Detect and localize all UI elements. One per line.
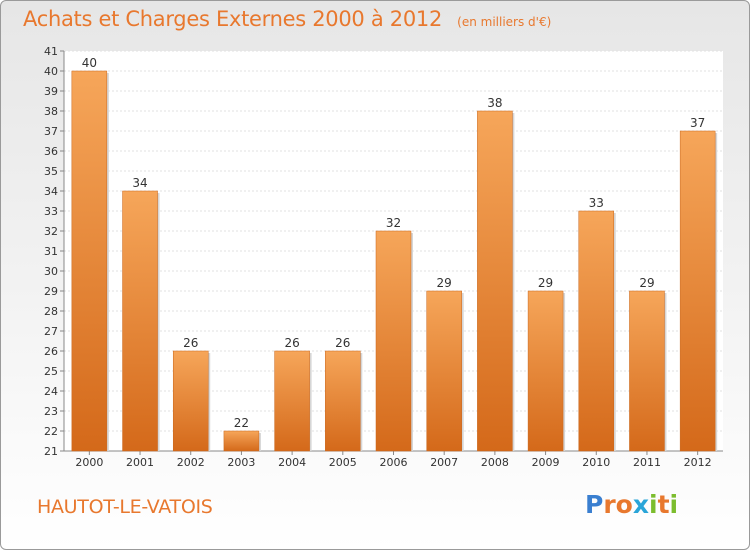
commune-name: HAUTOT-LE-VATOIS: [37, 496, 213, 518]
data-label: 32: [386, 216, 401, 230]
x-tick-label: 2004: [278, 456, 306, 469]
data-label: 26: [284, 336, 299, 350]
bar-2004: [274, 350, 310, 452]
data-label: 29: [538, 276, 553, 290]
logo-letter: P: [585, 490, 604, 519]
data-label: 26: [335, 336, 350, 350]
bar-2010: [578, 210, 615, 452]
x-tick-label: 2006: [380, 456, 408, 469]
chart-title: Achats et Charges Externes 2000 à 2012: [23, 7, 443, 31]
logo-letter: o: [615, 490, 633, 519]
x-tick-label: 2002: [177, 456, 205, 469]
x-tick-label: 2007: [430, 456, 458, 469]
chart-title-block: Achats et Charges Externes 2000 à 2012 (…: [23, 7, 551, 31]
bar-2006: [375, 230, 412, 452]
y-tick-label: 21: [44, 445, 58, 458]
bar-2012: [679, 130, 716, 452]
bar-2005: [325, 350, 361, 452]
logo-letter: i: [649, 490, 658, 519]
chart-subtitle: (en milliers d'€): [457, 15, 552, 29]
y-tick-label: 38: [44, 105, 58, 118]
x-tick-label: 2008: [481, 456, 509, 469]
bar-2001: [122, 190, 158, 452]
x-tick-label: 2001: [126, 456, 154, 469]
y-tick-label: 40: [44, 65, 58, 78]
data-label: 29: [437, 276, 452, 290]
y-tick-label: 29: [44, 285, 58, 298]
logo-letter: i: [669, 490, 679, 519]
bar-2009: [527, 290, 564, 452]
x-tick-label: 2005: [329, 456, 357, 469]
y-tick-label: 33: [44, 205, 58, 218]
data-label: 38: [487, 96, 502, 110]
y-tick-label: 35: [44, 165, 58, 178]
bars: [71, 70, 718, 452]
data-label: 22: [234, 416, 249, 430]
proxiti-logo: Proxiti: [585, 490, 678, 519]
y-tick-label: 26: [44, 345, 58, 358]
data-label: 29: [639, 276, 654, 290]
x-tick-label: 2010: [582, 456, 610, 469]
bar-2008: [477, 110, 513, 452]
logo-letter: x: [632, 490, 649, 519]
data-label: 34: [132, 176, 147, 190]
y-tick-label: 30: [44, 265, 58, 278]
x-tick-label: 2003: [227, 456, 255, 469]
data-labels: 40 34 26 22 26 26 32 29 38 29 33 29 37: [82, 56, 706, 430]
x-tick-label: 2011: [633, 456, 661, 469]
data-label: 26: [183, 336, 198, 350]
data-label: 37: [690, 116, 705, 130]
axes: 21 22 23 24 25 26 27 28 29 30 31 32 33 34 35 36 37 38 39 40…: [44, 45, 723, 469]
y-tick-label: 25: [44, 365, 58, 378]
data-label: 40: [82, 56, 97, 70]
y-tick-label: 31: [44, 245, 58, 258]
bar-2007: [426, 290, 462, 452]
y-tick-label: 39: [44, 85, 58, 98]
y-tick-label: 28: [44, 305, 58, 318]
y-tick-label: 22: [44, 425, 58, 438]
bar-2002: [172, 350, 209, 452]
y-tick-label: 32: [44, 225, 58, 238]
bar-2000: [71, 70, 108, 452]
logo-letter: r: [603, 490, 616, 519]
logo-letter: t: [657, 490, 670, 519]
y-tick-label: 37: [44, 125, 58, 138]
x-tick-label: 2009: [532, 456, 560, 469]
bar-2003: [223, 430, 260, 452]
bar-2011: [629, 290, 665, 452]
y-tick-label: 34: [44, 185, 58, 198]
y-tick-label: 27: [44, 325, 58, 338]
y-tick-label: 24: [44, 385, 58, 398]
x-tick-label: 2000: [75, 456, 103, 469]
data-label: 33: [589, 196, 604, 210]
y-tick-label: 36: [44, 145, 58, 158]
x-tick-label: 2012: [684, 456, 712, 469]
y-tick-label: 41: [44, 45, 58, 58]
y-tick-label: 23: [44, 405, 58, 418]
